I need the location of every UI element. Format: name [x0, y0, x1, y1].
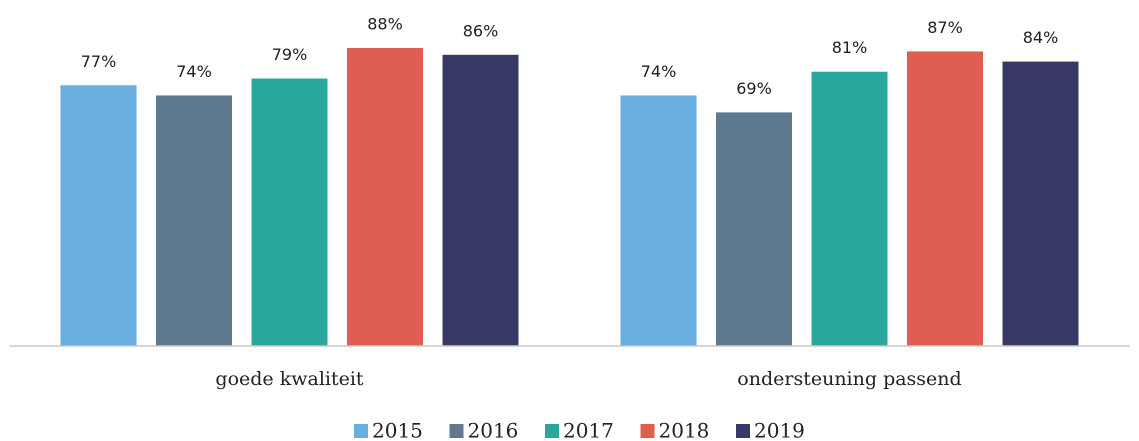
legend-swatch — [640, 424, 655, 438]
legend-swatch — [354, 424, 368, 438]
data-label: 69% — [736, 79, 772, 98]
legend-swatch — [736, 424, 750, 438]
data-label: 86% — [463, 21, 499, 40]
bar — [1002, 61, 1079, 347]
bar — [156, 95, 232, 346]
x-tick-label: goede kwaliteit — [215, 368, 364, 390]
legend-label: 2017 — [563, 419, 614, 441]
legend-label: 2018 — [659, 419, 710, 441]
bar — [60, 85, 137, 346]
bar — [811, 71, 888, 346]
bar — [620, 95, 697, 346]
legend-swatch — [545, 424, 559, 438]
data-label: 79% — [272, 45, 308, 64]
legend-label: 2019 — [754, 419, 805, 441]
legend-label: 2016 — [468, 419, 519, 441]
legend-label: 2015 — [372, 419, 423, 441]
bar — [442, 54, 519, 346]
data-label: 74% — [641, 62, 677, 81]
data-label: 84% — [1023, 28, 1059, 47]
data-label: 88% — [367, 15, 403, 34]
data-label: 81% — [832, 38, 868, 57]
bar — [716, 112, 792, 346]
x-tick-label: ondersteuning passend — [737, 368, 961, 390]
bar — [347, 48, 423, 346]
bar — [907, 51, 983, 346]
data-label: 77% — [81, 52, 117, 71]
data-label: 87% — [927, 18, 963, 37]
data-label: 74% — [176, 62, 212, 81]
bar — [251, 78, 328, 347]
legend-swatch — [449, 424, 464, 438]
